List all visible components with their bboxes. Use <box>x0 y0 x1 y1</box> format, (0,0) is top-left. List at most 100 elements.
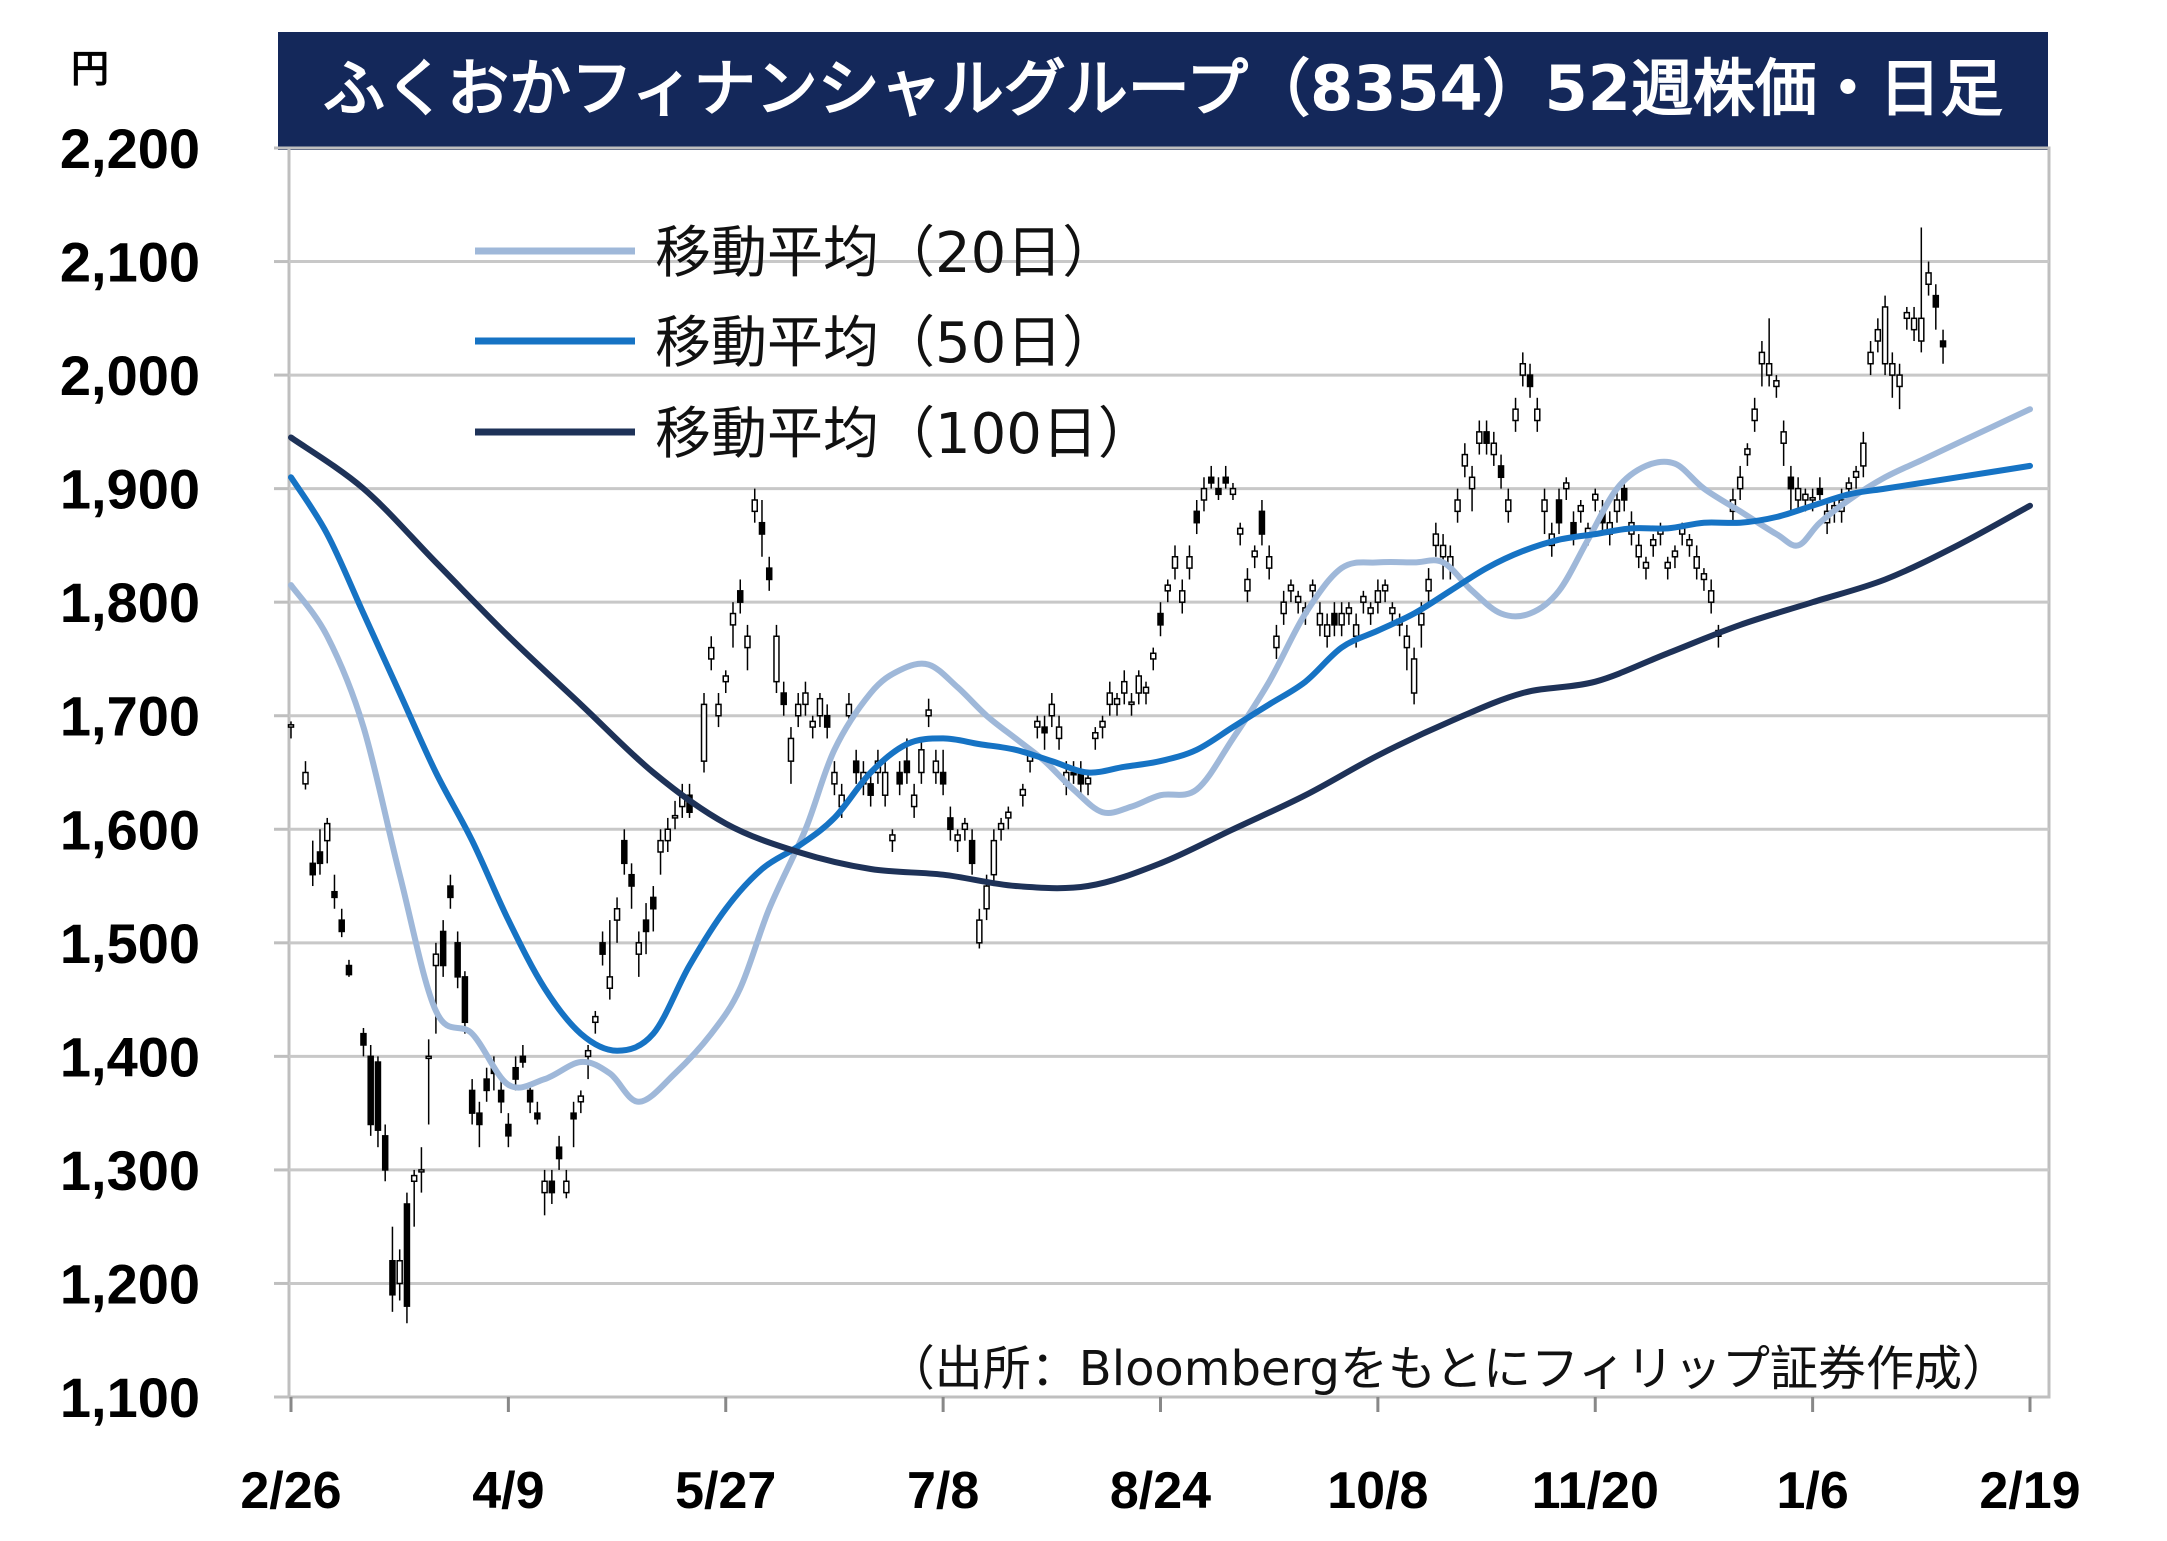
legend-label-ma100: 移動平均（100日） <box>655 402 1154 467</box>
candle <box>765 556 773 591</box>
candle <box>396 1249 403 1301</box>
candle <box>947 806 954 841</box>
candle <box>1381 579 1389 603</box>
candle-body-up <box>1867 351 1874 365</box>
candle <box>1577 499 1585 523</box>
candle-body-down <box>519 1055 527 1063</box>
candle <box>1367 602 1374 625</box>
candle <box>606 920 614 1000</box>
candle-body-up <box>1505 499 1512 513</box>
candle <box>468 1079 476 1125</box>
candle-body-up <box>1200 487 1208 501</box>
candle-body-up <box>657 839 664 853</box>
candle <box>1758 341 1766 387</box>
candle <box>794 693 802 728</box>
candle-body-down <box>476 1112 483 1126</box>
candle <box>1932 284 1940 330</box>
candle <box>635 931 643 977</box>
candle <box>309 840 316 887</box>
candle-body-down <box>939 771 947 785</box>
candle-body-up <box>1389 607 1396 615</box>
candle <box>1918 227 1925 353</box>
candle <box>1867 341 1874 376</box>
candle-body-down <box>374 1061 382 1131</box>
candle <box>1070 761 1077 784</box>
candle-body-up <box>1889 362 1896 376</box>
moving-average-lines <box>288 406 2033 1105</box>
candle <box>1534 397 1541 432</box>
candle-body-up <box>744 635 751 649</box>
candle <box>1512 397 1519 432</box>
title-banner <box>278 32 2048 150</box>
candle-body-up <box>584 1049 592 1058</box>
candle-body-up <box>410 1174 418 1183</box>
y-tick-label: 2,200 <box>60 117 200 180</box>
candle-body-up <box>1664 561 1671 569</box>
candle <box>345 959 353 977</box>
candle-body-up <box>1273 635 1280 649</box>
candle-body-up <box>1577 504 1585 513</box>
candle <box>1222 465 1229 489</box>
candle-body-up <box>1519 362 1527 376</box>
candle <box>657 829 664 875</box>
candle <box>621 829 628 875</box>
x-tick-label: 4/9 <box>472 1462 544 1520</box>
candle-body-up <box>802 692 809 706</box>
candle-body-down <box>1331 612 1338 626</box>
candle <box>367 1045 374 1136</box>
candle-body-down <box>555 1146 563 1160</box>
candle-body-up <box>1236 527 1244 535</box>
candle <box>1323 613 1331 648</box>
candle <box>1258 499 1266 546</box>
candle-body-up <box>751 499 758 513</box>
candle <box>744 624 751 671</box>
candle <box>1099 715 1106 739</box>
candle <box>1860 431 1867 478</box>
candle-body-down <box>628 873 635 887</box>
candle <box>1186 545 1193 580</box>
candle <box>1505 488 1512 523</box>
candle-body-down <box>1570 521 1577 535</box>
candle-body-down <box>621 839 628 865</box>
candle-body-up <box>1251 550 1258 558</box>
candle <box>316 829 324 875</box>
candle <box>758 499 766 557</box>
candle <box>1280 590 1287 625</box>
candle-body-down <box>512 1066 519 1080</box>
candle <box>338 908 345 938</box>
candle-body-up <box>323 822 331 842</box>
candle-body-down <box>968 839 976 865</box>
candle <box>1671 545 1679 569</box>
y-tick-label: 1,400 <box>60 1025 200 1088</box>
candle-body-up <box>1693 556 1700 569</box>
candle <box>613 897 621 943</box>
candle-body-up <box>563 1180 570 1194</box>
candle-body-up <box>794 703 802 717</box>
candle <box>736 579 744 614</box>
candle <box>722 670 729 694</box>
candle-body-up <box>816 697 824 717</box>
candle-body-up <box>715 703 722 717</box>
candle <box>642 903 650 955</box>
candle-body-up <box>1809 496 1816 501</box>
candle <box>483 1067 490 1102</box>
candle <box>1055 715 1063 750</box>
candle-body-up <box>1352 624 1360 637</box>
candle <box>1519 352 1527 387</box>
candle-body-down <box>1787 476 1795 490</box>
candle <box>954 829 961 852</box>
candle-body-up <box>1019 788 1027 796</box>
candle-body-up <box>613 908 621 921</box>
candle-body-down <box>331 890 338 899</box>
candle <box>1236 522 1244 546</box>
candle-body-up <box>1468 476 1476 490</box>
candle <box>809 715 816 739</box>
candle-body-up <box>1613 499 1621 513</box>
candle-body-down <box>389 1259 396 1296</box>
candle <box>447 874 454 909</box>
candle-body-down <box>1497 465 1505 479</box>
candle-body-down <box>1555 499 1563 524</box>
candle-body-up <box>932 760 940 774</box>
candle <box>1229 482 1237 500</box>
candle-body-up <box>1432 533 1440 547</box>
